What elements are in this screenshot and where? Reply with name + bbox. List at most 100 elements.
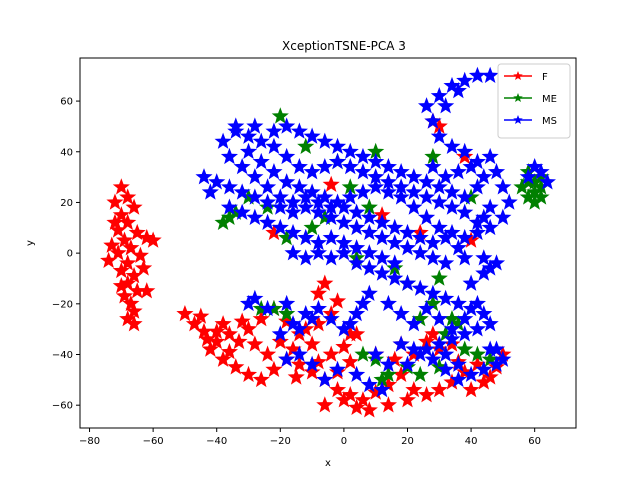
point-ms-24 xyxy=(405,183,423,200)
point-me-5 xyxy=(278,228,296,246)
point-f-72 xyxy=(220,325,238,342)
point-f-12 xyxy=(119,254,137,271)
point-ms-63 xyxy=(233,183,251,200)
point-ms-68 xyxy=(297,198,315,215)
point-me-8 xyxy=(354,345,372,362)
point-ms-216 xyxy=(348,239,366,256)
point-ms-117 xyxy=(443,320,461,337)
point-f-60 xyxy=(259,345,277,362)
point-me-15 xyxy=(443,310,461,327)
point-f-22 xyxy=(138,228,156,246)
point-f-40 xyxy=(265,360,283,377)
point-ms-206 xyxy=(220,198,238,215)
point-ms-181 xyxy=(487,340,506,357)
point-me-42 xyxy=(456,340,474,357)
point-ms-195 xyxy=(239,294,258,312)
point-ms-95 xyxy=(475,304,493,322)
point-f-97 xyxy=(443,335,461,352)
point-f-66 xyxy=(316,274,334,291)
point-ms-45 xyxy=(316,188,334,205)
point-ms-62 xyxy=(220,178,238,195)
legend-item-ms: MS xyxy=(504,115,557,127)
point-ms-171 xyxy=(532,163,550,180)
point-f-19 xyxy=(125,302,143,319)
point-ms-133 xyxy=(360,208,378,225)
point-ms-163 xyxy=(456,188,474,205)
point-ms-213 xyxy=(309,234,328,251)
point-ms-149 xyxy=(278,117,296,134)
point-f-6 xyxy=(109,221,127,238)
point-f-30 xyxy=(176,304,194,322)
point-f-51 xyxy=(335,391,353,408)
point-ms-46 xyxy=(328,193,347,210)
point-ms-150 xyxy=(290,122,308,139)
point-ms-135 xyxy=(335,198,353,215)
point-ms-173 xyxy=(526,157,544,175)
y-axis: −60 −40 −20 0 20 40 60 xyxy=(52,97,80,412)
point-ms-71 xyxy=(335,213,353,231)
point-ms-121 xyxy=(475,264,493,281)
point-me-32 xyxy=(468,345,486,362)
point-f-67 xyxy=(309,284,328,301)
point-f-33 xyxy=(208,332,226,350)
point-f-68 xyxy=(328,292,347,309)
point-f-8 xyxy=(115,231,134,248)
point-f-103 xyxy=(198,330,216,347)
point-me-47 xyxy=(252,299,270,317)
point-ms-42 xyxy=(278,173,296,190)
point-ms-31 xyxy=(316,157,334,175)
point-ms-60 xyxy=(195,168,213,185)
point-ms-75 xyxy=(386,234,404,251)
point-ms-152 xyxy=(316,132,334,149)
point-ms-164 xyxy=(468,178,486,195)
point-ms-215 xyxy=(335,234,353,251)
point-me-7 xyxy=(271,107,289,124)
point-ms-158 xyxy=(392,163,410,180)
point-ms-134 xyxy=(348,203,366,220)
point-f-48 xyxy=(367,383,385,400)
point-ms-37 xyxy=(239,127,258,144)
point-ms-123 xyxy=(487,254,506,271)
point-ms-7 xyxy=(437,97,455,114)
point-ms-33 xyxy=(290,157,308,175)
point-f-28 xyxy=(138,282,156,299)
point-ms-182 xyxy=(316,370,334,388)
point-f-102 xyxy=(208,322,226,339)
point-ms-44 xyxy=(303,183,321,200)
point-f-59 xyxy=(271,332,289,350)
point-me-37 xyxy=(259,198,277,215)
point-f-42 xyxy=(290,355,308,372)
legend-label: F xyxy=(542,72,548,83)
point-me-30 xyxy=(424,147,442,165)
point-ms-145 xyxy=(214,132,232,149)
point-ms-80 xyxy=(284,244,302,261)
point-f-5 xyxy=(119,213,137,231)
point-ms-48 xyxy=(354,183,372,200)
point-ms-85 xyxy=(348,254,366,271)
point-ms-55 xyxy=(443,223,461,241)
point-ms-50 xyxy=(379,183,397,200)
point-ms-198 xyxy=(379,355,397,372)
point-ms-78 xyxy=(424,249,442,266)
point-ms-217 xyxy=(360,244,378,261)
point-me-14 xyxy=(430,358,448,375)
point-me-9 xyxy=(367,350,385,367)
point-ms-190 xyxy=(303,310,321,327)
point-ms-122 xyxy=(481,259,499,276)
point-ms-70 xyxy=(322,208,340,225)
x-tick-label: 60 xyxy=(528,436,541,447)
point-me-6 xyxy=(297,137,315,154)
point-ms-209 xyxy=(259,213,277,231)
point-me-16 xyxy=(449,315,467,332)
point-ms-202 xyxy=(424,350,442,367)
point-ms-180 xyxy=(494,350,512,367)
y-tick-label: 40 xyxy=(60,147,73,158)
point-ms-143 xyxy=(233,157,251,175)
series-ms xyxy=(195,66,556,398)
point-ms-138 xyxy=(297,188,315,205)
point-ms-120 xyxy=(462,274,480,291)
point-ms-187 xyxy=(348,365,366,383)
point-f-83 xyxy=(468,355,486,372)
point-ms-14 xyxy=(487,163,506,180)
